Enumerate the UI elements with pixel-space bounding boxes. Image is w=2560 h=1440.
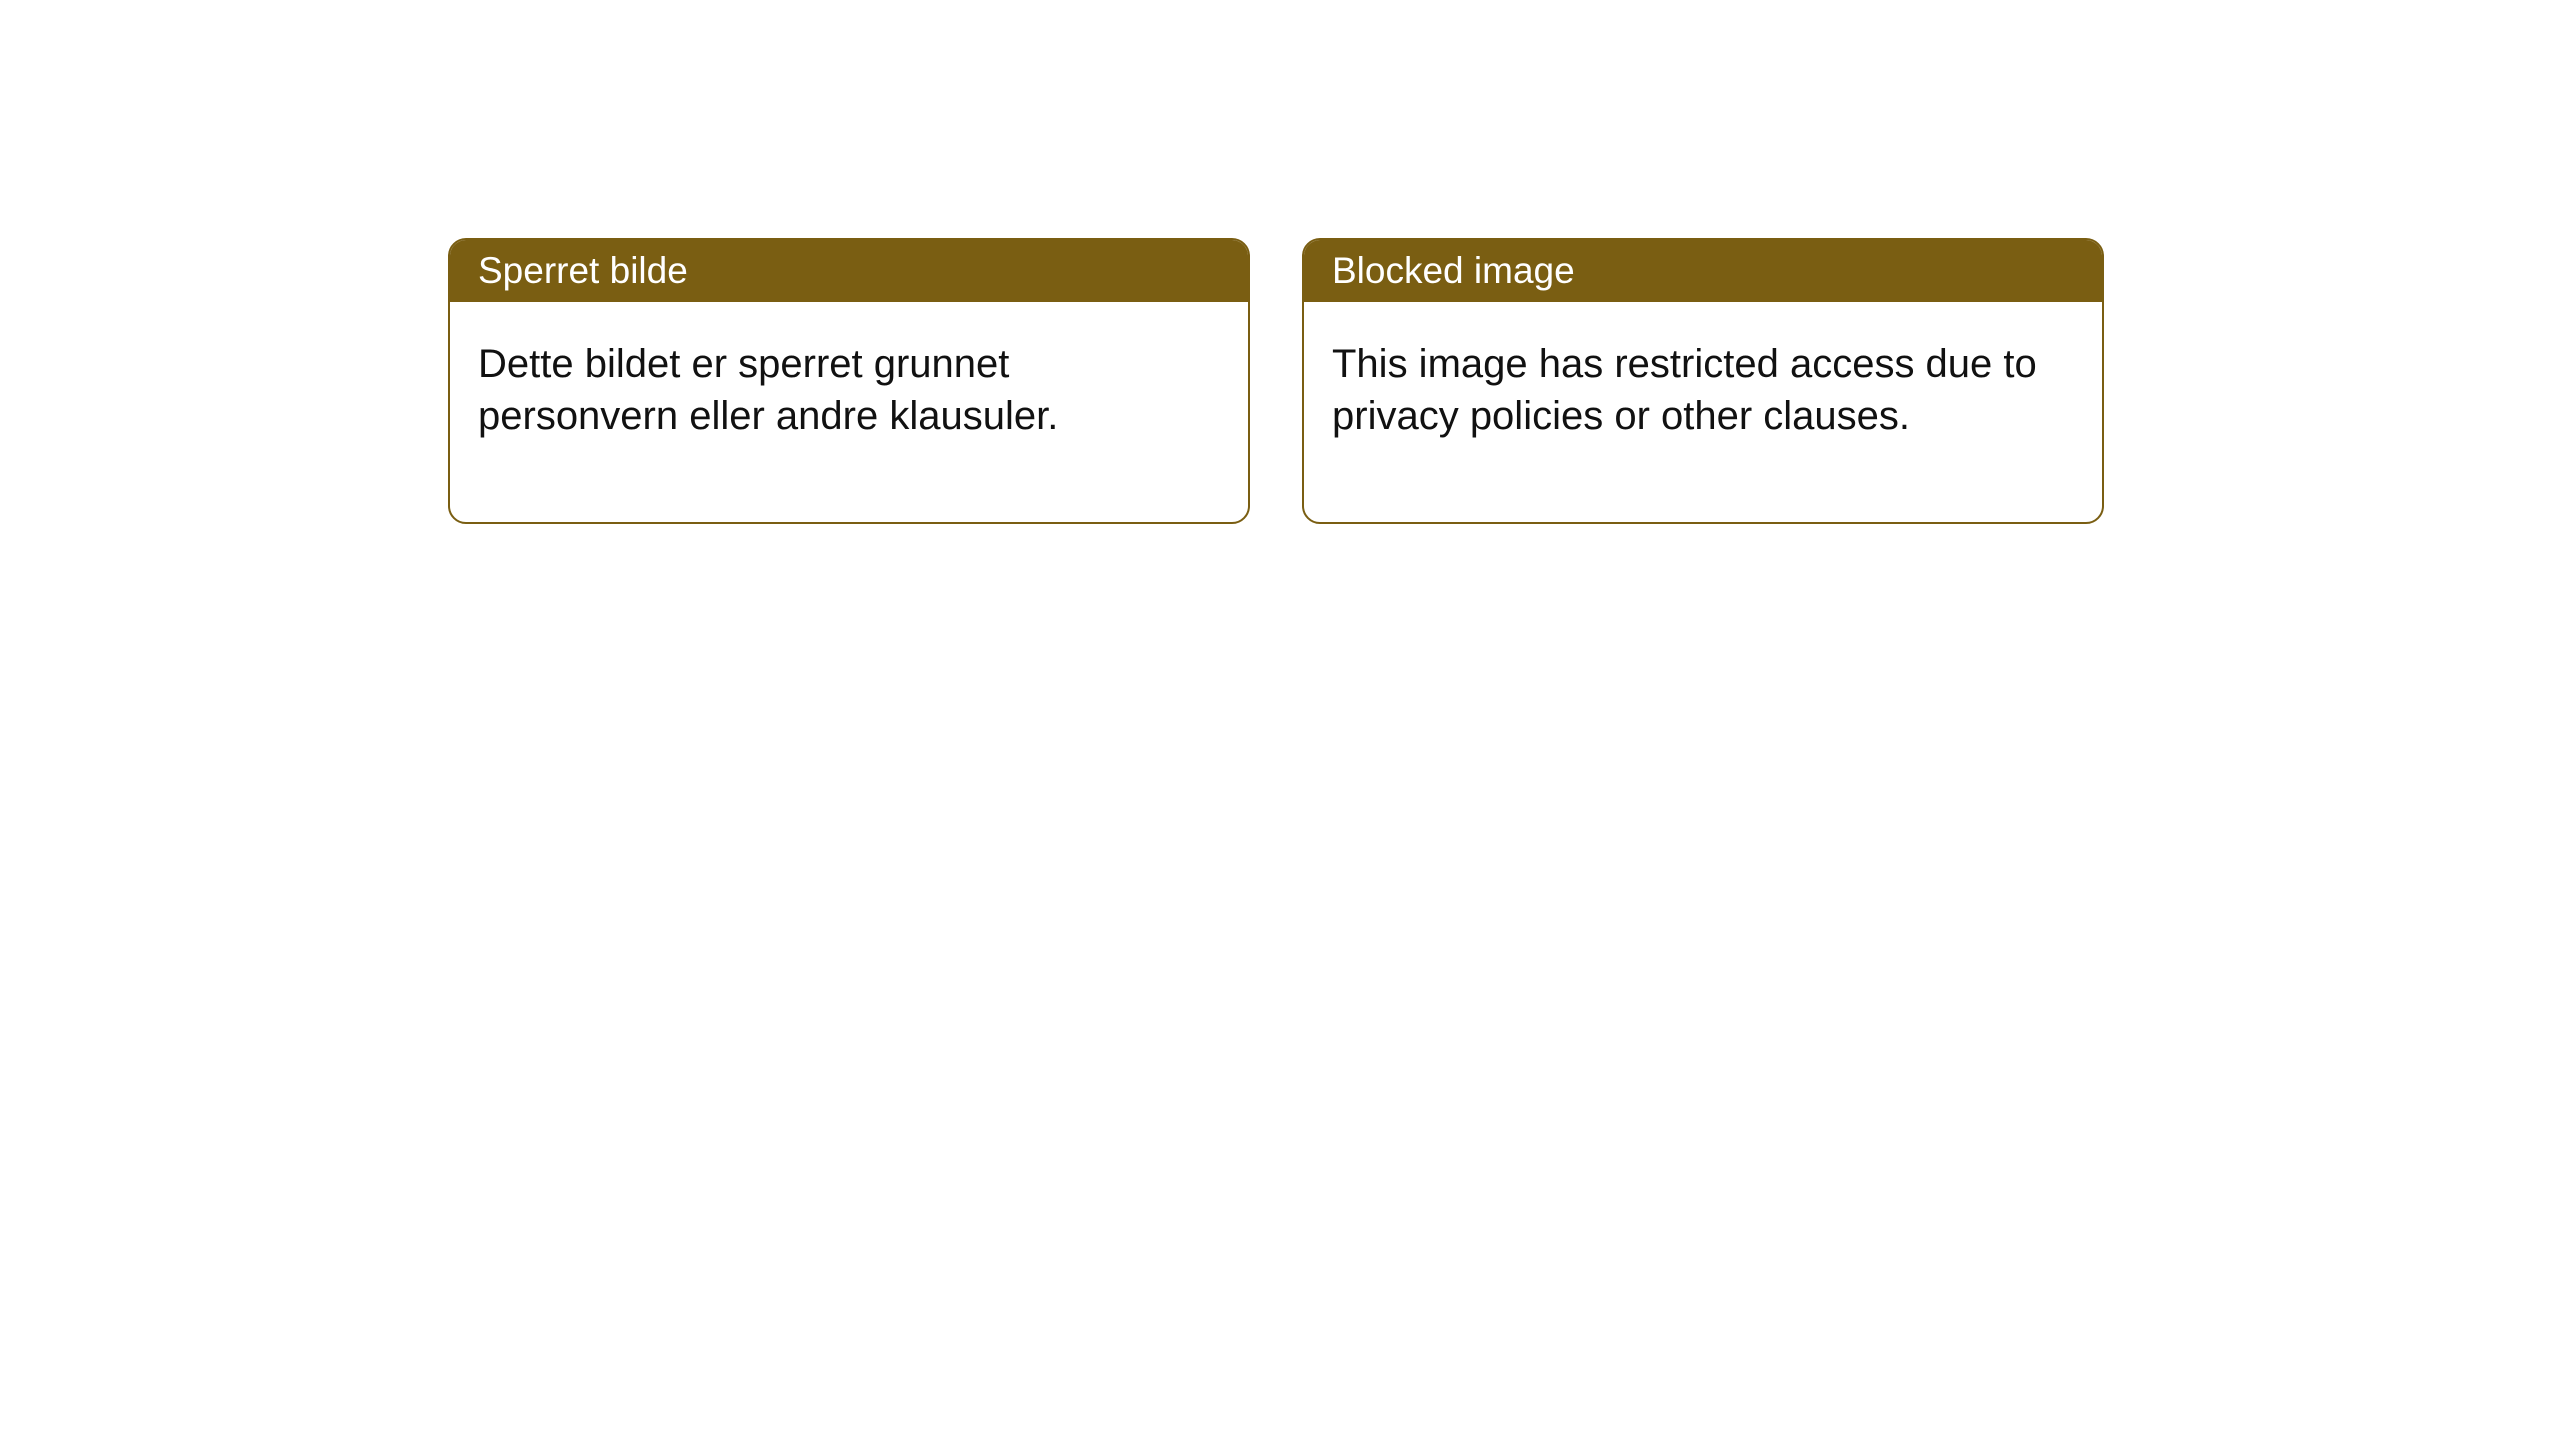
notice-card-english: Blocked image This image has restricted … — [1302, 238, 2104, 524]
notice-card-norwegian: Sperret bilde Dette bildet er sperret gr… — [448, 238, 1250, 524]
notice-title-norwegian: Sperret bilde — [450, 240, 1248, 302]
notice-title-english: Blocked image — [1304, 240, 2102, 302]
notice-container: Sperret bilde Dette bildet er sperret gr… — [0, 0, 2560, 524]
notice-body-norwegian: Dette bildet er sperret grunnet personve… — [450, 302, 1248, 522]
notice-body-english: This image has restricted access due to … — [1304, 302, 2102, 522]
